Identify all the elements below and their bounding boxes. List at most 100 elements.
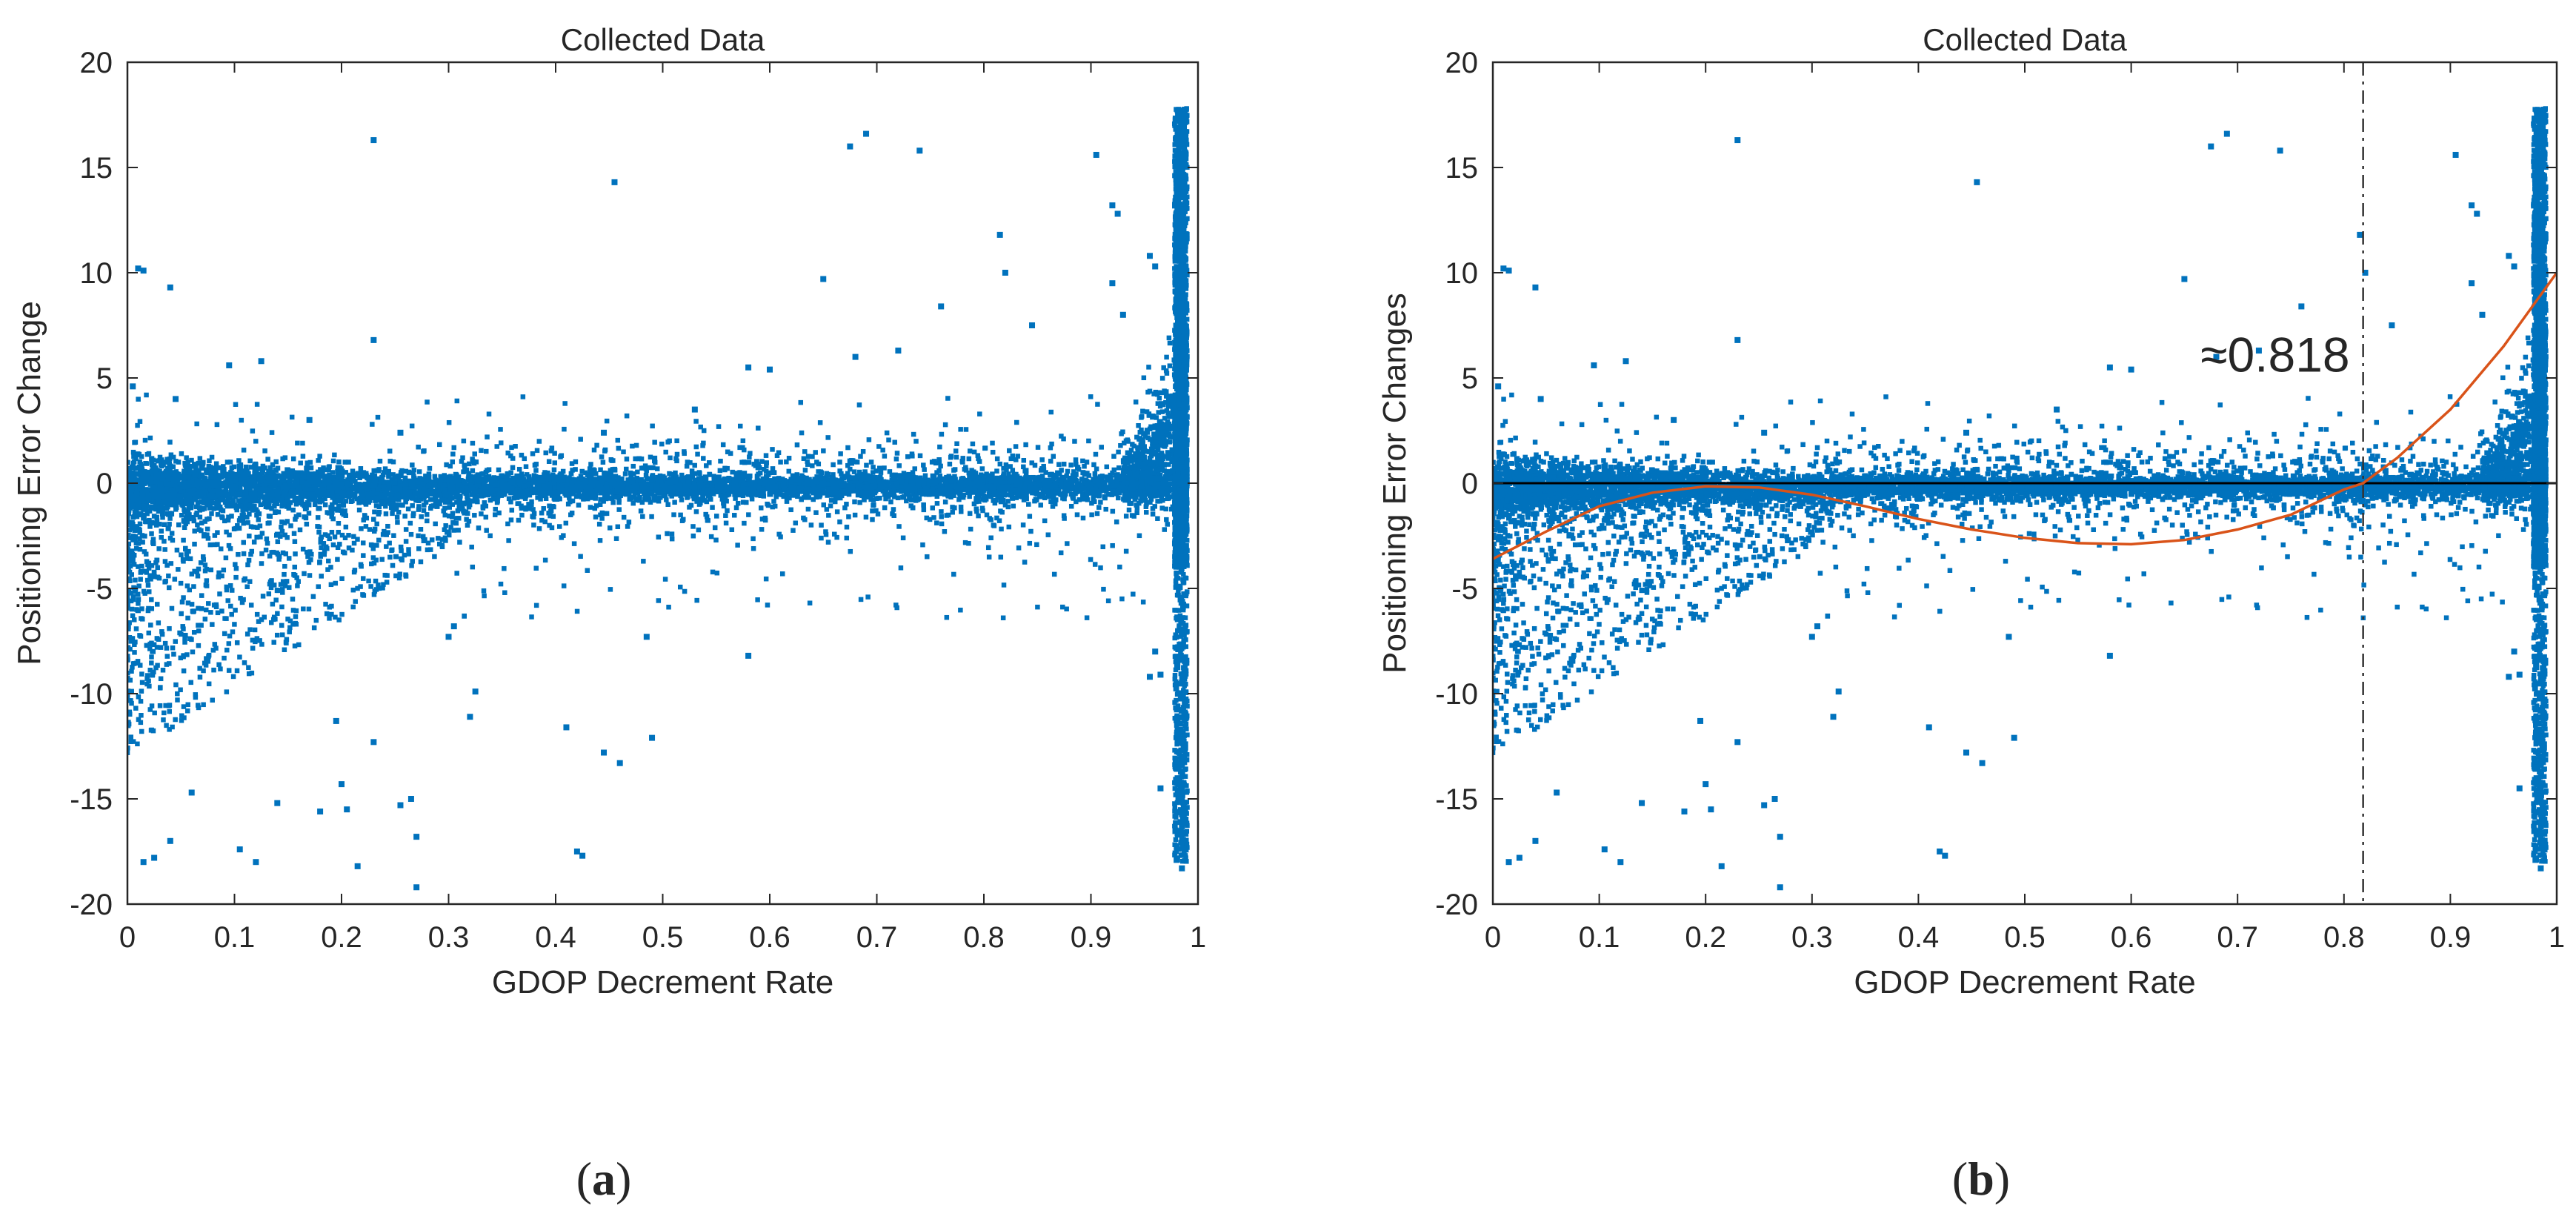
- data-point: [788, 507, 793, 513]
- data-point: [247, 506, 252, 511]
- data-point: [883, 496, 888, 502]
- data-point: [222, 466, 227, 472]
- data-point: [802, 468, 808, 473]
- data-point: [1099, 474, 1105, 479]
- data-point: [256, 486, 262, 492]
- data-point: [999, 494, 1005, 499]
- data-point: [272, 503, 277, 509]
- data-point: [197, 508, 203, 513]
- data-point: [153, 467, 159, 472]
- data-point: [236, 463, 242, 468]
- data-point: [182, 509, 187, 514]
- data-point: [370, 472, 375, 478]
- data-point: [237, 469, 243, 474]
- data-point: [459, 459, 465, 464]
- data-point: [622, 471, 628, 477]
- data-point: [1051, 476, 1056, 481]
- data-point: [375, 486, 381, 492]
- data-point: [382, 466, 388, 471]
- data-point: [195, 499, 201, 505]
- data-point: [635, 469, 640, 475]
- data-point: [749, 492, 754, 498]
- data-point: [477, 485, 483, 491]
- data-point: [420, 482, 426, 487]
- data-point: [870, 470, 876, 475]
- data-point: [170, 454, 176, 460]
- data-point: [216, 465, 222, 471]
- data-point: [374, 468, 380, 474]
- data-point: [901, 494, 907, 499]
- data-point: [343, 470, 349, 475]
- data-point: [204, 468, 209, 474]
- data-point: [761, 494, 767, 499]
- data-point: [726, 485, 732, 491]
- data-point: [261, 494, 266, 499]
- data-point: [330, 458, 336, 464]
- data-point: [624, 466, 629, 472]
- data-point: [318, 467, 323, 472]
- data-point: [347, 472, 353, 478]
- data-point: [130, 460, 136, 466]
- data-point: [247, 488, 253, 494]
- data-point: [406, 469, 411, 475]
- data-point: [366, 485, 371, 491]
- data-point: [327, 464, 332, 469]
- data-point: [251, 477, 257, 482]
- data-point: [284, 468, 290, 474]
- data-point: [233, 494, 238, 499]
- data-point: [578, 474, 584, 479]
- data-point: [271, 495, 276, 501]
- data-point: [225, 491, 231, 497]
- data-point: [541, 478, 546, 484]
- data-point: [252, 495, 258, 501]
- data-point: [1109, 479, 1115, 485]
- data-point: [1096, 492, 1102, 498]
- data-point: [811, 497, 816, 502]
- data-point: [438, 476, 444, 482]
- data-point: [953, 477, 958, 482]
- data-point: [442, 487, 448, 493]
- data-point: [673, 470, 678, 476]
- data-point: [339, 510, 345, 516]
- data-point: [718, 493, 724, 498]
- data-point: [280, 481, 286, 486]
- data-point: [976, 474, 982, 479]
- data-point: [744, 499, 749, 505]
- data-point: [332, 480, 338, 485]
- data-point: [260, 468, 266, 474]
- data-point: [336, 459, 342, 465]
- data-point: [978, 472, 984, 477]
- data-point: [776, 476, 782, 481]
- data-point: [442, 505, 447, 511]
- data-point: [656, 498, 662, 504]
- data-point: [427, 487, 432, 492]
- data-point: [224, 502, 230, 508]
- data-point: [538, 497, 543, 502]
- data-point: [373, 503, 379, 508]
- data-point: [142, 472, 147, 477]
- data-point: [991, 498, 996, 503]
- data-point: [796, 485, 802, 491]
- data-point: [290, 508, 296, 513]
- data-point: [725, 508, 730, 514]
- data-point: [228, 488, 234, 494]
- data-point: [239, 489, 245, 495]
- data-point: [1053, 481, 1059, 486]
- data-point: [1055, 491, 1061, 496]
- data-point: [239, 478, 244, 483]
- data-point: [386, 468, 391, 474]
- data-point: [246, 471, 251, 477]
- data-point: [256, 466, 262, 471]
- data-point: [369, 475, 375, 481]
- data-point: [371, 517, 376, 522]
- data-point: [376, 504, 382, 510]
- data-point: [753, 491, 759, 497]
- data-point: [416, 469, 422, 474]
- data-point: [886, 485, 892, 491]
- data-point: [330, 470, 336, 475]
- data-point: [241, 468, 247, 474]
- data-point: [442, 474, 447, 479]
- data-point: [508, 499, 513, 505]
- data-point: [273, 459, 279, 465]
